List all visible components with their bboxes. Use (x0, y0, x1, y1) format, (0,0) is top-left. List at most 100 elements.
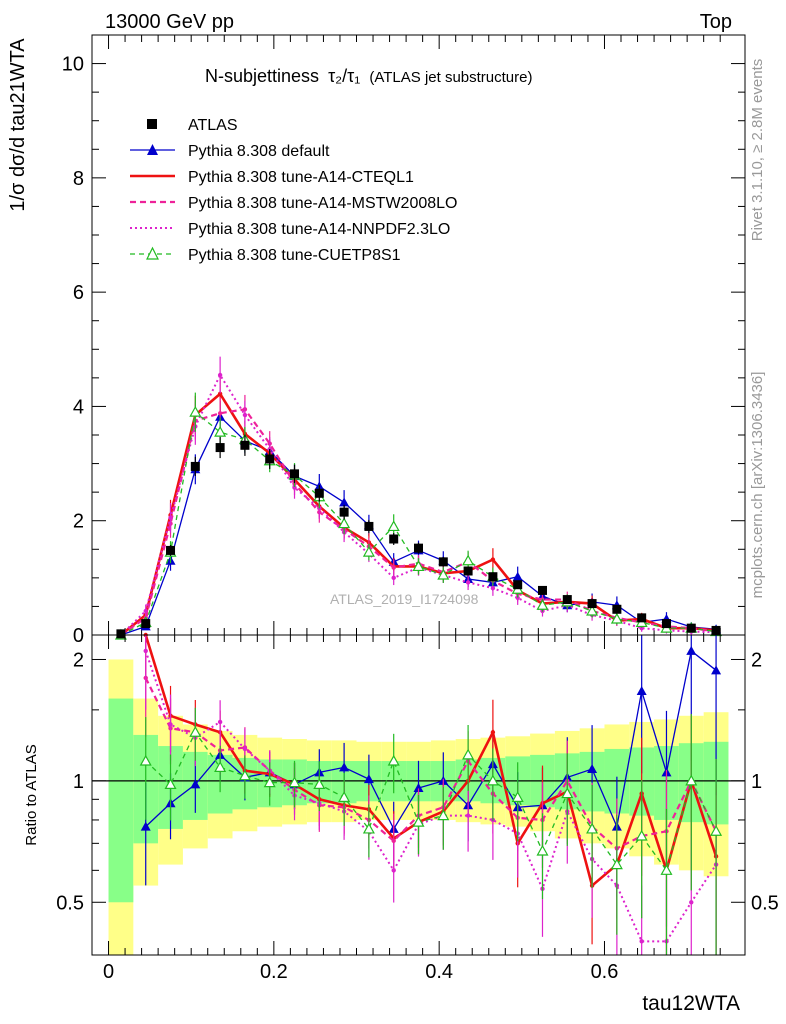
plot-title: N-subjettiness τ₂/τ₁ (ATLAS jet substruc… (205, 66, 533, 86)
ratio-y-tick-label: 1 (73, 771, 84, 793)
main-point-cuetp8s1 (338, 517, 351, 529)
main-point-nnpdf (465, 580, 471, 585)
main-point-nnpdf (515, 595, 520, 601)
main-point-data (661, 619, 671, 629)
legend-item-default: Pythia 8.308 default (130, 143, 330, 160)
ratio-point-cuetp8s1 (511, 791, 524, 802)
main-point-default (512, 571, 523, 581)
ratio-point-nnpdf (689, 900, 694, 905)
ratio-point-nnpdf (465, 813, 471, 818)
main-point-cuetp8s1 (586, 604, 599, 616)
ratio-point-nnpdf (639, 939, 644, 944)
ratio-line-nnpdf (144, 650, 717, 943)
ratio-point-cuetp8s1 (412, 815, 425, 827)
x-axis-label: tau12WTA (642, 992, 740, 1015)
header-right: Top (700, 11, 732, 33)
y-axis-label-main: 1/σ dσ/d tau21WTA (7, 38, 29, 212)
main-point-data (463, 566, 473, 576)
legend-marker-default (147, 144, 158, 155)
ratio-point-cuetp8s1 (486, 774, 499, 786)
ratio-point-cuetp8s1 (561, 787, 574, 799)
ratio-point-cuetp8s1 (238, 769, 251, 781)
main-y-tick-label: 0 (73, 625, 84, 647)
main-point-nnpdf (168, 515, 173, 521)
main-point-nnpdf (391, 575, 396, 581)
ratio-point-cuetp8s1 (214, 761, 227, 772)
main-point-mstw (391, 565, 396, 570)
main-point-default (339, 497, 350, 507)
ratio-point-nnpdf (168, 722, 173, 727)
main-point-data (612, 604, 622, 614)
ratio-point-cuetp8s1 (635, 829, 648, 841)
ratio-line-cteql1 (144, 634, 718, 888)
legend-label: Pythia 8.308 default (188, 143, 330, 160)
main-point-cuetp8s1 (412, 560, 425, 572)
main-point-data (686, 623, 696, 633)
ratio-point-cuetp8s1 (263, 776, 276, 788)
header-left: 13000 GeV pp (105, 11, 234, 33)
ratio-point-cuetp8s1 (660, 864, 673, 875)
ratio-point-cuetp8s1 (586, 822, 599, 834)
ratio-point-cuetp8s1 (536, 844, 549, 856)
main-point-cteql1 (490, 557, 496, 562)
ratio-point-cuetp8s1 (139, 754, 152, 766)
ratio-panel: 0.5 0.5 1 1 2 2 0 0.2 0.4 0.6 (56, 632, 779, 983)
main-point-data (339, 507, 349, 517)
legend-item-data: ATLAS (147, 117, 238, 134)
ratio-point-default (686, 645, 697, 655)
main-point-nnpdf (490, 585, 496, 591)
main-y-tick-label: 6 (73, 282, 84, 304)
legend: ATLAS Pythia 8.308 default Pythia 8.308 tu… (130, 117, 457, 264)
legend-label: Pythia 8.308 tune-CUETP8S1 (188, 247, 401, 264)
ratio-frame (91, 634, 746, 956)
svg-text:N-subjettiness τ₂/τ₁: N-subjettiness τ₂/τ₁ (ATLAS jet substruc… (205, 66, 533, 86)
main-point-cuetp8s1 (437, 568, 450, 580)
ratio-point-nnpdf (143, 648, 148, 654)
main-point-cuetp8s1 (189, 405, 202, 417)
main-point-cuetp8s1 (387, 520, 400, 532)
ratio-point-nnpdf (391, 868, 396, 873)
legend-marker-cuetp8s1 (146, 246, 159, 260)
main-point-data (166, 545, 176, 555)
rivet-label: Rivet 3.1.10, ≥ 2.8M events (749, 59, 766, 242)
main-point-cuetp8s1 (214, 425, 227, 437)
ratio-point-default (636, 686, 647, 696)
ratio-y-tick-label-right: 2 (751, 649, 762, 671)
ratio-band-inner (108, 698, 134, 903)
x-tick-label: 0.6 (591, 961, 619, 983)
main-point-cuetp8s1 (462, 554, 475, 566)
main-point-cuetp8s1 (536, 599, 549, 610)
svg-text:1/σ dσ/d tau21WTA: 1/σ dσ/d tau21WTA (7, 38, 29, 212)
main-point-cuetp8s1 (610, 612, 623, 624)
ratio-point-default (190, 779, 201, 789)
ratio-y-tick-label: 2 (73, 649, 84, 671)
ratio-point-cuetp8s1 (462, 748, 475, 760)
ratio-point-cteql1 (490, 730, 496, 735)
y-label-main-text: 1/σ dσ/d tau21WTA (7, 38, 29, 212)
ratio-series-cuetp8s1 (139, 707, 723, 955)
main-y-tick-label: 8 (73, 168, 84, 190)
x-tick-label: 0.2 (260, 961, 288, 983)
legend-label: Pythia 8.308 tune-A14-CTEQL1 (188, 169, 414, 186)
ratio-point-default (339, 762, 350, 772)
ratio-point-cuetp8s1 (685, 774, 698, 786)
main-point-data (537, 585, 547, 595)
ratio-point-cuetp8s1 (387, 754, 400, 766)
main-point-mstw (217, 411, 223, 416)
ratio-point-cuetp8s1 (710, 825, 723, 836)
main-point-nnpdf (217, 372, 223, 378)
main-point-cteql1 (217, 391, 223, 397)
y-axis-label-ratio: Ratio to ATLAS (23, 744, 40, 845)
ratio-y-tick-label-right: 0.5 (751, 892, 779, 914)
main-point-nnpdf (143, 608, 148, 614)
ratio-y-tick-label: 0.5 (56, 892, 84, 914)
ratio-point-default (587, 764, 598, 774)
main-point-nnpdf (292, 485, 297, 490)
ratio-point-cuetp8s1 (437, 809, 450, 821)
mcplots-label: mcplots.cern.ch [arXiv:1306.3436] (749, 372, 766, 599)
plot-title-math: τ₂/τ₁ (328, 66, 360, 86)
main-point-data (513, 580, 523, 590)
main-point-data (240, 440, 250, 450)
ratio-y-tick-label-right: 1 (751, 771, 762, 793)
main-point-data (637, 613, 647, 623)
